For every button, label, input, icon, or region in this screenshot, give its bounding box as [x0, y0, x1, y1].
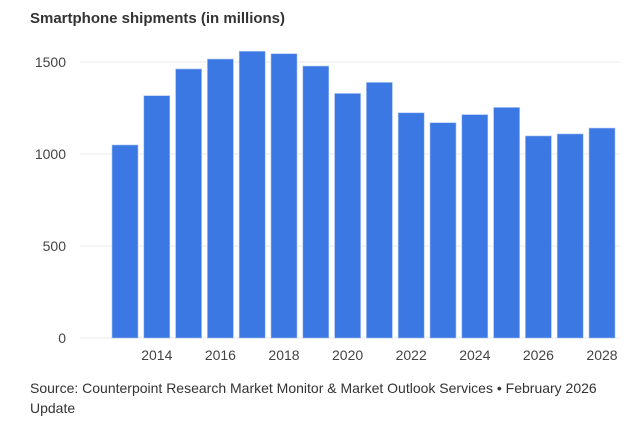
x-tick-label: 2028 — [586, 347, 617, 363]
bar-2015 — [175, 68, 202, 339]
x-tick-label: 2020 — [332, 347, 363, 363]
bar-2014 — [143, 95, 171, 339]
bar-2024 — [461, 114, 489, 339]
x-tick-label: 2022 — [396, 347, 427, 363]
bar-2023 — [429, 122, 457, 339]
y-tick-label: 1000 — [35, 146, 66, 162]
x-tick-label: 2018 — [268, 347, 299, 363]
bar-2016 — [207, 58, 234, 339]
bar-2022 — [397, 112, 425, 339]
y-tick-label: 500 — [43, 238, 67, 254]
bar-chart: 0 500 1000 1500 2014 2016 2018 2020 2022 2024 2026… — [35, 51, 620, 363]
bar-2017 — [238, 51, 266, 339]
bar-2026 — [525, 135, 552, 339]
bar-2019 — [302, 65, 330, 339]
x-tick-label: 2014 — [141, 347, 172, 363]
bar-2025 — [493, 107, 520, 339]
x-tick-label: 2016 — [205, 347, 236, 363]
x-tick-label: 2026 — [523, 347, 554, 363]
bar-2027 — [556, 133, 584, 339]
bar-2020 — [334, 93, 361, 339]
bar-2021 — [366, 82, 393, 339]
source-note: Source: Counterpoint Research Market Mon… — [30, 380, 597, 416]
x-tick-label: 2024 — [459, 347, 490, 363]
y-tick-label: 0 — [58, 330, 66, 346]
chart-title: Smartphone shipments (in millions) — [30, 10, 286, 27]
bar-2013 — [111, 144, 139, 339]
bar-2028 — [588, 127, 616, 339]
bar-2018 — [270, 53, 298, 339]
y-tick-label: 1500 — [35, 54, 66, 70]
